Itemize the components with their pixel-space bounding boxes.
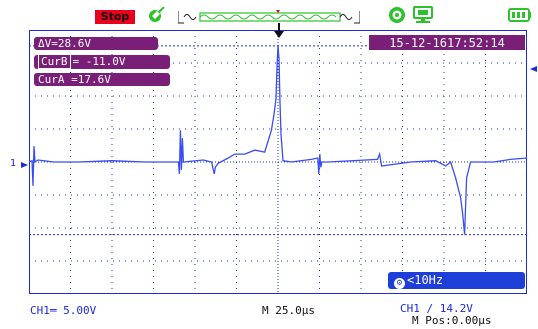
memory-waveform-icon[interactable]: [177, 9, 361, 28]
battery-icon: [508, 7, 532, 26]
probe-icon: [148, 6, 166, 27]
horizontal-position[interactable]: M Pos:0.00µs: [412, 314, 492, 327]
trigger-arrow-icon: [274, 31, 284, 38]
run-stop-badge[interactable]: Stop: [95, 10, 135, 24]
cursor-a-readout: CurA =17.6V: [34, 73, 170, 86]
top-status-bar: Stop: [0, 0, 538, 24]
delta-v-readout: ΔV=28.6V: [34, 37, 158, 50]
trigger-info[interactable]: CH1 ∕ 14.2V: [400, 302, 473, 315]
ch1-ground-marker: 1: [10, 158, 17, 169]
grid-lines: [29, 30, 527, 294]
cursor-a-text: CurA =17.6V: [38, 73, 111, 86]
delta-v-text: ΔV=28.6V: [38, 37, 91, 50]
timestamp: 15-12-1617:52:14: [368, 34, 526, 51]
gear-icon[interactable]: [388, 6, 406, 28]
ch1-ground-arrow-icon: [21, 162, 28, 168]
trigger-frequency-text: <10Hz: [407, 273, 444, 287]
trigger-position-marker: [274, 23, 284, 38]
ch1-scale[interactable]: CH1═ 5.00V: [30, 304, 97, 317]
cursor-b-label: CurB: [38, 54, 71, 69]
trigger-frequency-badge: ⚙ <10Hz: [388, 272, 525, 289]
trigger-level-arrow-icon: [530, 66, 537, 72]
frequency-counter-icon: ⚙: [394, 278, 405, 289]
usb-icon: [412, 6, 434, 28]
timebase[interactable]: M 25.0µs: [262, 304, 315, 317]
cursor-b-readout: CurB = -11.0V: [34, 54, 170, 69]
cursor-b-value: = -11.0V: [72, 55, 126, 68]
ch1-waveform-trace: [28, 45, 528, 235]
